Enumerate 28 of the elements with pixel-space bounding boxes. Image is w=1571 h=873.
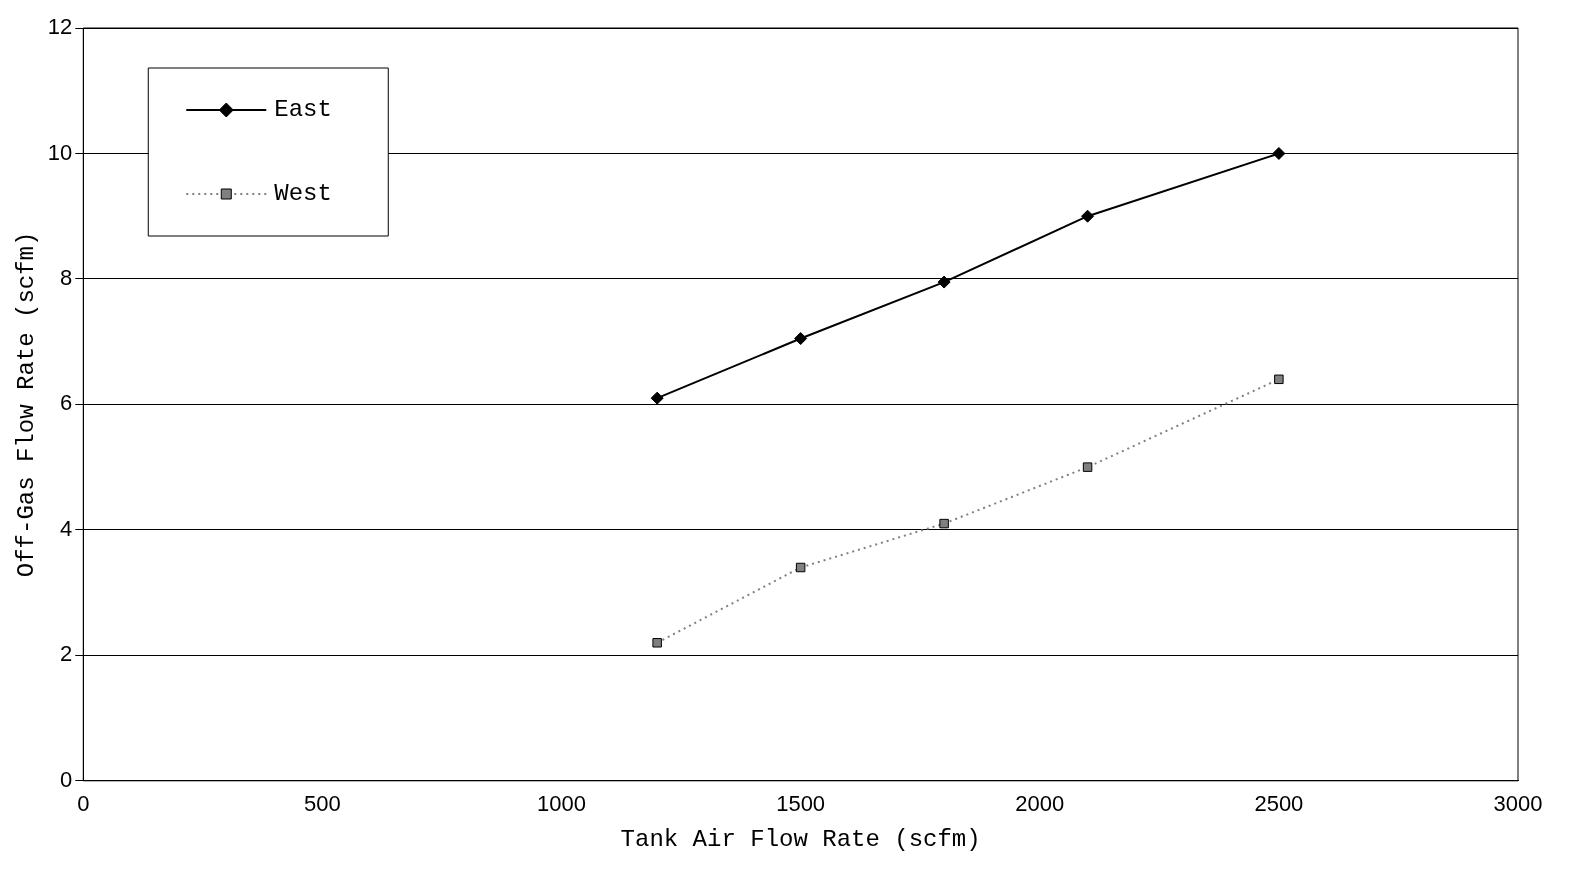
y-tick-label: 2 (60, 641, 73, 667)
y-tick-label: 12 (47, 14, 73, 40)
point (652, 638, 662, 648)
x-tick-label: 0 (77, 791, 90, 817)
x-tick-label: 1000 (537, 791, 586, 817)
point (1272, 146, 1286, 160)
point (937, 275, 951, 289)
y-tick-label: 10 (47, 139, 73, 165)
x-tick-label: 1500 (776, 791, 826, 817)
y-tick-label: 8 (60, 265, 73, 290)
y-tick-label: 6 (60, 390, 73, 416)
x-tick-label: 500 (304, 791, 341, 817)
y-axis-title: Off-Gas Flow Rate (scfm) (12, 231, 40, 578)
point (1082, 462, 1093, 472)
y-tick-label: 0 (60, 766, 73, 792)
point (1274, 374, 1284, 385)
point (1081, 209, 1095, 223)
point (939, 518, 949, 529)
point (795, 562, 806, 573)
legend-label: East (274, 96, 332, 124)
x-tick-label: 3000 (1493, 791, 1543, 817)
point (794, 332, 808, 346)
x-axis-title: Tank Air Flow Rate (scfm) (620, 825, 981, 853)
x-tick-label: 2500 (1254, 791, 1304, 817)
legend-label: West (274, 180, 332, 208)
x-tick-label: 2000 (1015, 791, 1065, 817)
y-tick-label: 4 (60, 515, 73, 541)
point (650, 391, 664, 405)
